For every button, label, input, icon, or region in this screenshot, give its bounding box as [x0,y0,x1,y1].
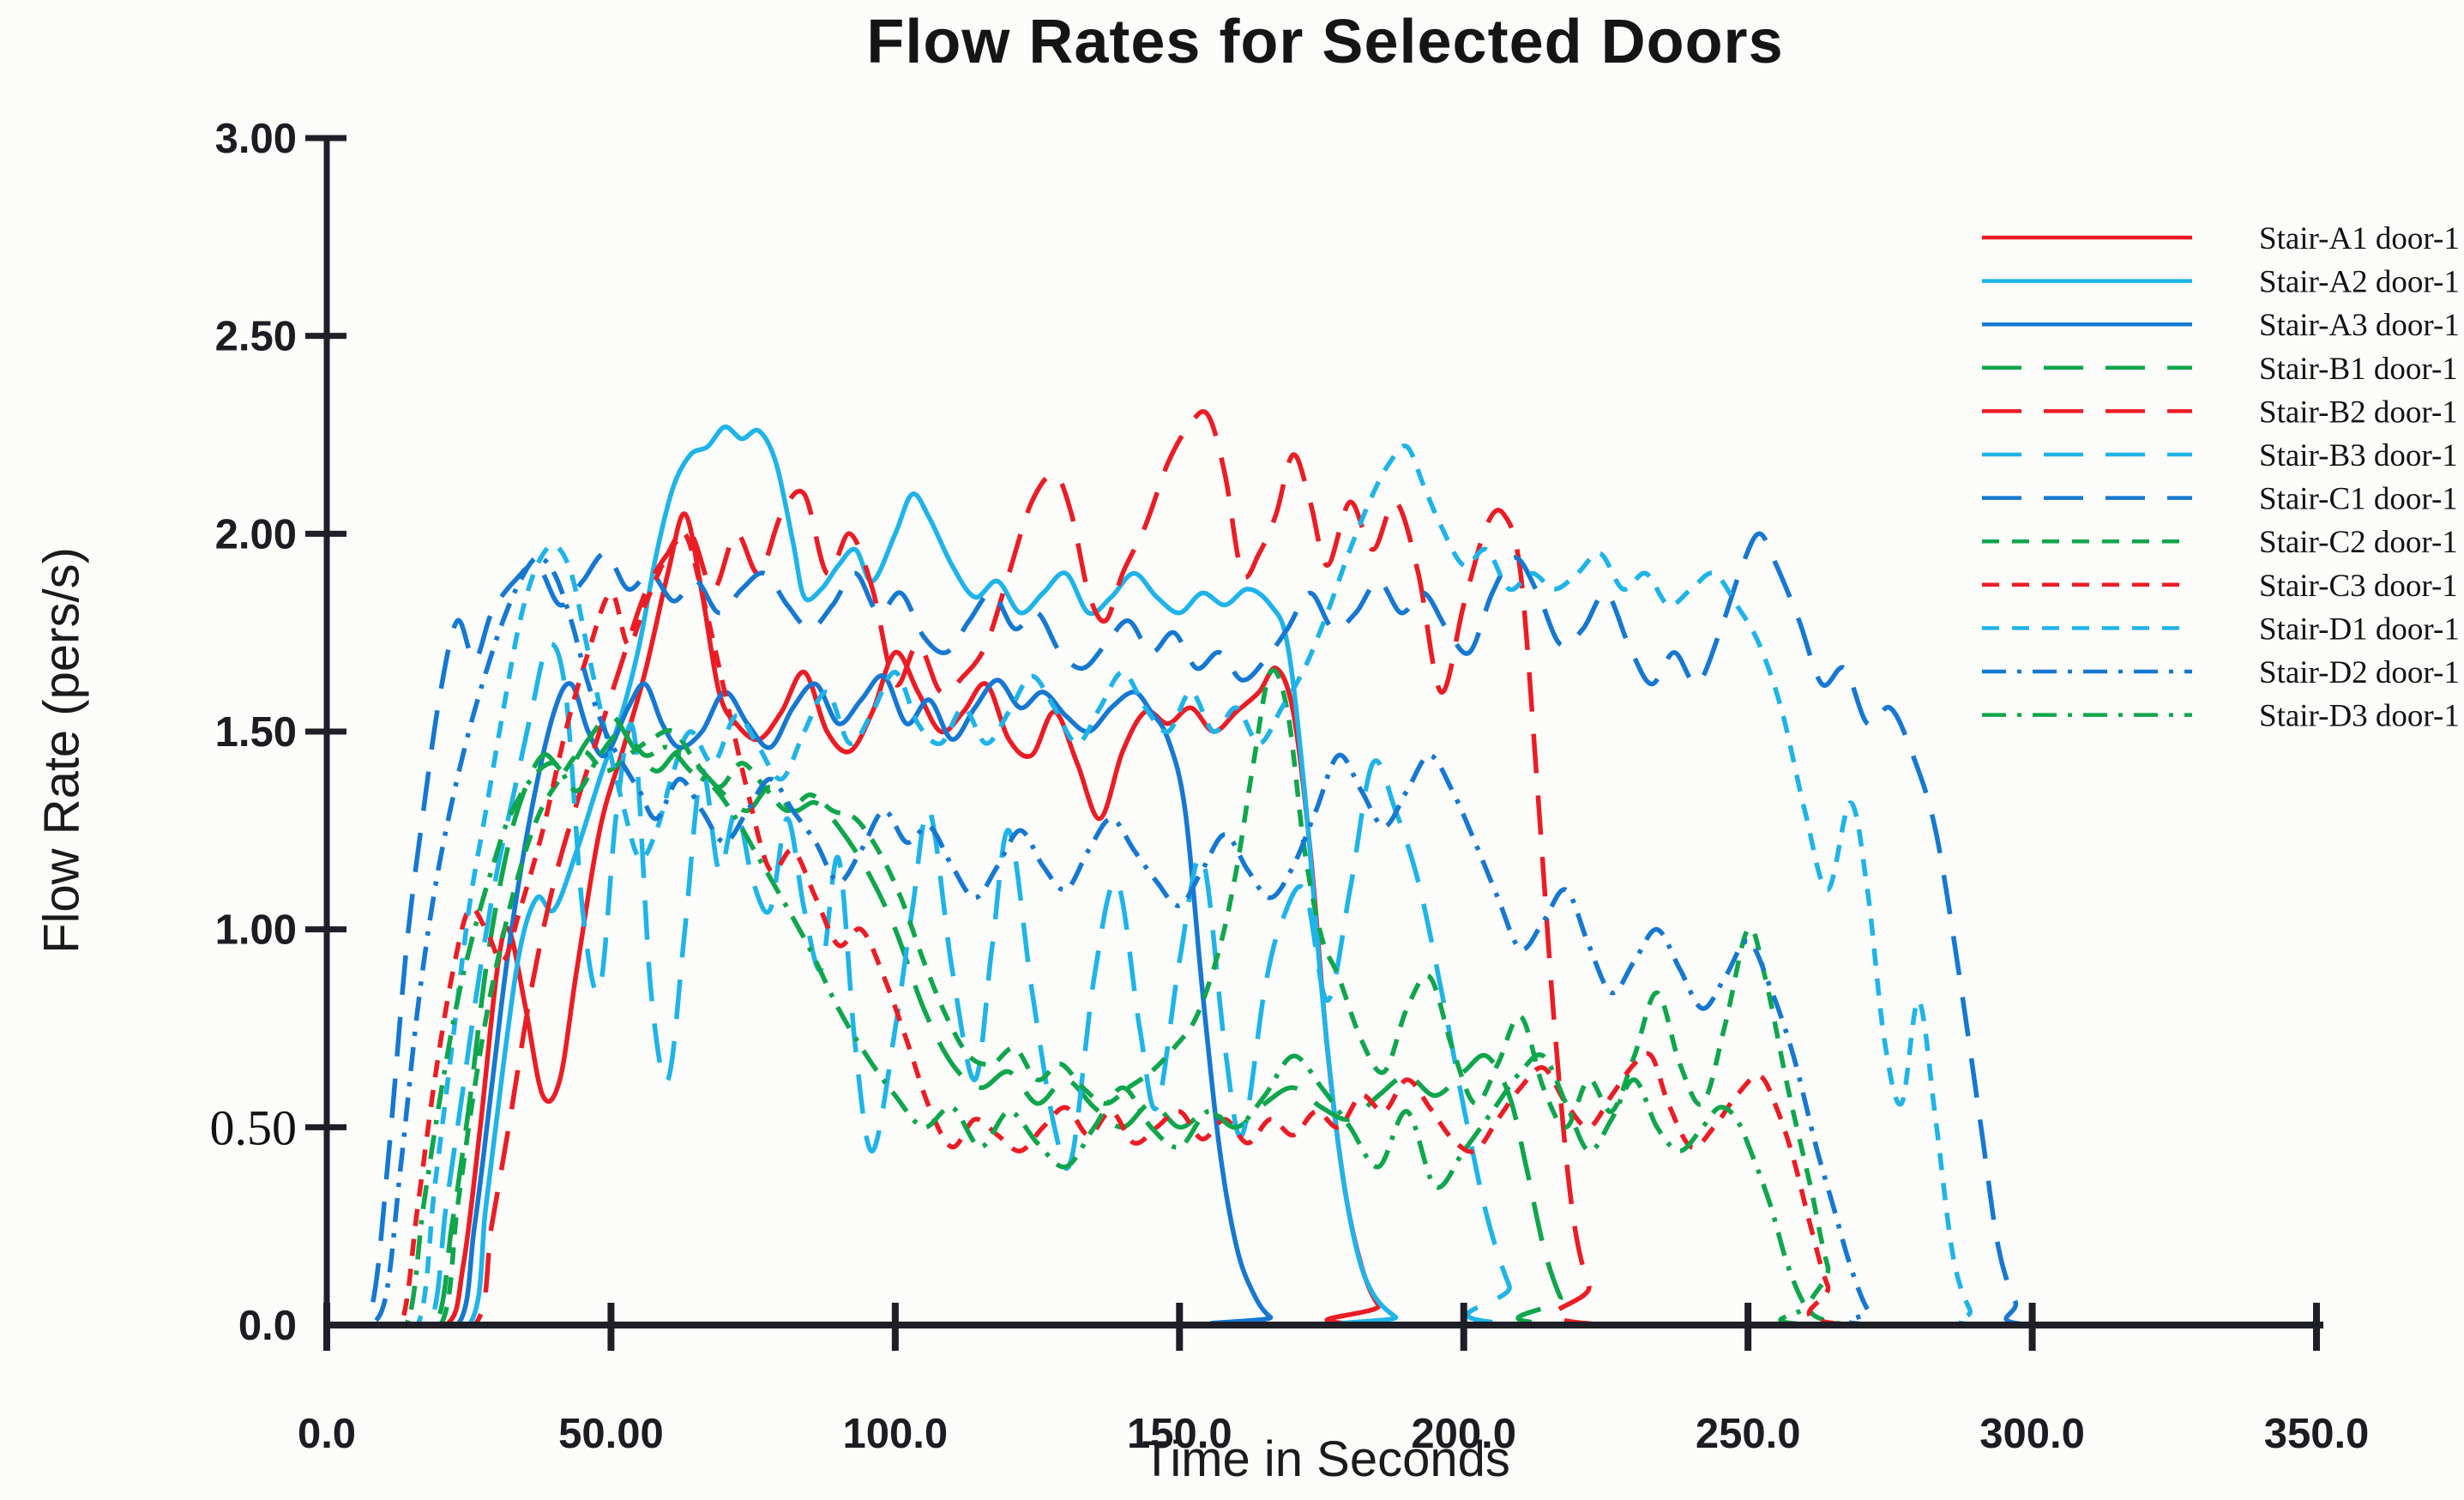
legend-label: Stair-C1 door-1 [2259,482,2458,517]
legend-item: Stair-B2 door-1 [1982,395,2458,430]
series-line-stair-a2-door-1 [327,425,2317,1327]
legend-label: Stair-A3 door-1 [2259,308,2460,343]
y-tick-label: 2.00 [215,511,297,557]
legend-label: Stair-D1 door-1 [2259,611,2460,647]
legend-item: Stair-C1 door-1 [1982,482,2458,517]
legend-item: Stair-D1 door-1 [1982,611,2460,647]
y-tick-label: 3.00 [215,116,297,162]
y-tick-label: 0.0 [238,1303,297,1349]
series-line-stair-d2-door-1 [326,555,2317,1327]
legend-item: Stair-B3 door-1 [1982,438,2458,473]
legend-label: Stair-C3 door-1 [2259,569,2458,604]
x-tick-label: 100.0 [843,1411,949,1457]
x-axis-title: Time in Seconds [1142,1431,1510,1487]
x-tick-label: 150.0 [1127,1411,1232,1457]
x-tick-label: 300.0 [1979,1411,2085,1457]
plot-series [326,409,2317,1327]
y-tick-label: 2.50 [215,314,297,360]
legend-label: Stair-B2 door-1 [2259,395,2458,430]
series-line-stair-b2-door-1 [327,409,2317,1327]
series-line-stair-b3-door-1 [327,641,2317,1327]
legend-item: Stair-A1 door-1 [1982,221,2460,256]
legend-item: Stair-A3 door-1 [1982,308,2460,343]
legend-label: Stair-A2 door-1 [2259,265,2460,300]
series-line-stair-b1-door-1 [327,713,2317,1327]
chart-title: Flow Rates for Selected Doors [866,8,1784,76]
legend-label: Stair-B1 door-1 [2259,352,2458,387]
legend-label: Stair-D2 door-1 [2259,655,2460,690]
legend-item: Stair-B1 door-1 [1982,352,2458,387]
legend-label: Stair-C2 door-1 [2259,525,2458,560]
legend-label: Stair-D3 door-1 [2259,699,2460,734]
y-tick-label: 1.50 [215,709,297,756]
legend-item: Stair-D3 door-1 [1982,699,2460,734]
x-tick-label: 350.0 [2264,1411,2370,1457]
legend-label: Stair-B3 door-1 [2259,438,2458,473]
series-line-stair-d1-door-1 [327,443,2317,1327]
axes: 3.00 2.50 2.00 1.50 1.00 0.50 0.0 0.0 50.00 100.0… [210,116,2370,1457]
y-tick-label: 1.00 [215,907,297,954]
x-tick-label: 250.0 [1696,1411,1801,1457]
legend-item: Stair-C2 door-1 [1982,525,2458,560]
series-line-stair-c3-door-1 [327,529,2317,1327]
series-line-stair-c1-door-1 [326,531,2317,1327]
legend-item: Stair-C3 door-1 [1982,569,2458,604]
legend-item: Stair-D2 door-1 [1982,655,2460,690]
legend: Stair-A1 door-1 Stair-A2 door-1 Stair-A3 d… [1982,221,2460,734]
series-line-stair-d3-door-1 [327,729,2317,1327]
x-tick-label: 200.0 [1411,1411,1516,1457]
legend-label: Stair-A1 door-1 [2259,221,2460,256]
y-tick-label: 0.50 [210,1099,298,1155]
x-tick-label: 50.00 [558,1411,664,1457]
x-tick-label: 0.0 [298,1411,356,1457]
legend-item: Stair-A2 door-1 [1982,265,2460,300]
